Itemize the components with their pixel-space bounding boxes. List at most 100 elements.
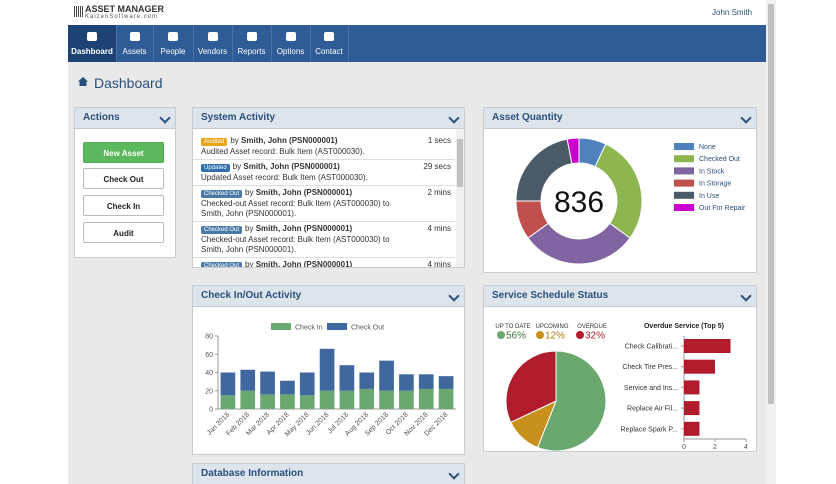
nav-item[interactable]: Reports [232,25,272,62]
bar [684,421,700,436]
window-scroll-thumb[interactable] [768,4,774,404]
window-scrollbar[interactable] [766,0,776,484]
nav-item[interactable]: Dashboard [68,25,117,62]
legend-swatch [674,204,694,211]
collapse-icon[interactable] [740,290,752,302]
collapse-icon[interactable] [159,112,171,124]
legend-label: Check Out [351,325,384,332]
y-tick-label: 60 [205,352,213,359]
bar-segment [260,371,275,395]
pie-slice [566,137,580,165]
bar-segment [418,388,434,409]
entry-text: Updated Asset record: Bulk Item (AST0000… [201,173,368,182]
badge: Checked Out [201,262,243,267]
y-tick-label: Service and Ins... [624,385,678,392]
bar-segment [379,390,394,409]
check-panel: Check In/Out Activity 0 20 40 60 80 Jan 2018 F… [192,285,465,455]
nav-icon [87,32,97,41]
entry-by: by [245,260,254,268]
action-button[interactable]: New Asset [83,142,164,163]
legend-swatch [674,155,694,163]
bar-segment [299,395,315,409]
legend-label: Check In [295,325,323,332]
entry-user: Smith, John (PSN000001) [243,162,340,171]
panel-header: Asset Quantity [484,108,756,129]
nav-item[interactable]: Options [271,25,311,62]
entry-line: Checked Out by Smith, John (PSN000001) 2 m… [201,188,451,199]
bar-segment [438,376,454,389]
bar-segment [418,374,434,389]
nav-icon [129,32,140,41]
activity-entry: Updated by Smith, John (PSN000001) 29 secs… [201,162,451,183]
entry-line: Audited by Smith, John (PSN000001) 1 secs [201,136,451,147]
nav-label: Assets [122,47,147,56]
entry-by: by [245,224,254,233]
y-tick-label: Replace Spark P... [621,426,679,433]
bar-segment [299,372,315,396]
bar-segment [359,372,375,389]
x-tick-label: 4 [744,444,748,451]
bar-segment [240,369,256,391]
status-label: UP TO DATE [495,324,530,330]
legend-swatch [674,143,694,150]
collapse-icon[interactable] [448,468,460,480]
panel-title: Asset Quantity [492,112,563,123]
legend-label: Checked Out [699,156,740,163]
entry-text: Checked-out Asset record: Bulk Item (AST… [201,235,390,254]
panel-title: Actions [83,112,120,123]
status-value: 56% [506,331,526,342]
nav-item[interactable]: Assets [116,25,154,62]
pie-slice [505,350,557,423]
nav-label: Dashboard [71,47,113,56]
panel-header: System Activity [193,108,464,129]
service-panel: Service Schedule Status UP TO DATE 56% UPC… [483,285,757,452]
nav-item[interactable]: People [153,25,194,62]
status-icon [497,331,505,339]
nav-item[interactable]: Vendors [193,25,233,62]
legend-swatch [271,323,291,330]
bar-segment [240,390,256,409]
app: ASSET MANAGER KaizenSoftware.com John Sm… [68,0,766,484]
panel-title: Check In/Out Activity [201,290,302,301]
bar-segment [339,365,355,391]
legend-swatch [327,323,347,330]
activity-panel: System Activity Audited by Smith, John (P… [192,107,465,268]
bar-segment [319,390,335,409]
entry-time: 2 mins [427,188,451,197]
legend-label: Out For Repair [699,205,746,212]
entry-time: 4 mins [427,260,451,268]
bar-segment [220,395,236,409]
action-button[interactable]: Audit [83,222,164,243]
action-button[interactable]: Check Out [83,168,164,189]
action-button[interactable]: Check In [83,195,164,216]
y-tick-label: Check Tire Pres... [622,364,678,371]
legend-swatch [674,179,694,187]
entry-line: Checked Out by Smith, John (PSN000001) 4 m… [201,260,451,268]
bar [684,380,700,395]
collapse-icon[interactable] [448,112,460,124]
panel-header: Database Information [193,464,464,484]
scrollbar[interactable] [456,129,464,267]
bar-segment [319,348,335,391]
nav-label: Contact [315,47,343,56]
bar [684,359,715,374]
user-menu[interactable]: John Smith [712,8,753,17]
collapse-icon[interactable] [740,112,752,124]
nav-label: Options [276,47,305,56]
panel-title: System Activity [201,112,276,123]
collapse-icon[interactable] [448,290,460,302]
entry-user: Smith, John (PSN000001) [241,136,338,145]
pie-slice [536,350,607,451]
legend-label: In Stock [699,168,725,175]
entry-user: Smith, John (PSN000001) [255,260,353,268]
panel-header: Service Schedule Status [484,286,756,307]
entry-time: 4 mins [427,224,451,233]
panel-title: Service Schedule Status [492,290,609,301]
scroll-thumb[interactable] [457,139,463,187]
status-value: 32% [585,331,605,342]
nav-item[interactable]: Contact [310,25,349,62]
entry-line: Checked Out by Smith, John (PSN000001) 4 m… [201,224,451,235]
x-tick-label: 2 [713,444,717,451]
bar [684,339,731,353]
bar-segment [359,388,375,409]
